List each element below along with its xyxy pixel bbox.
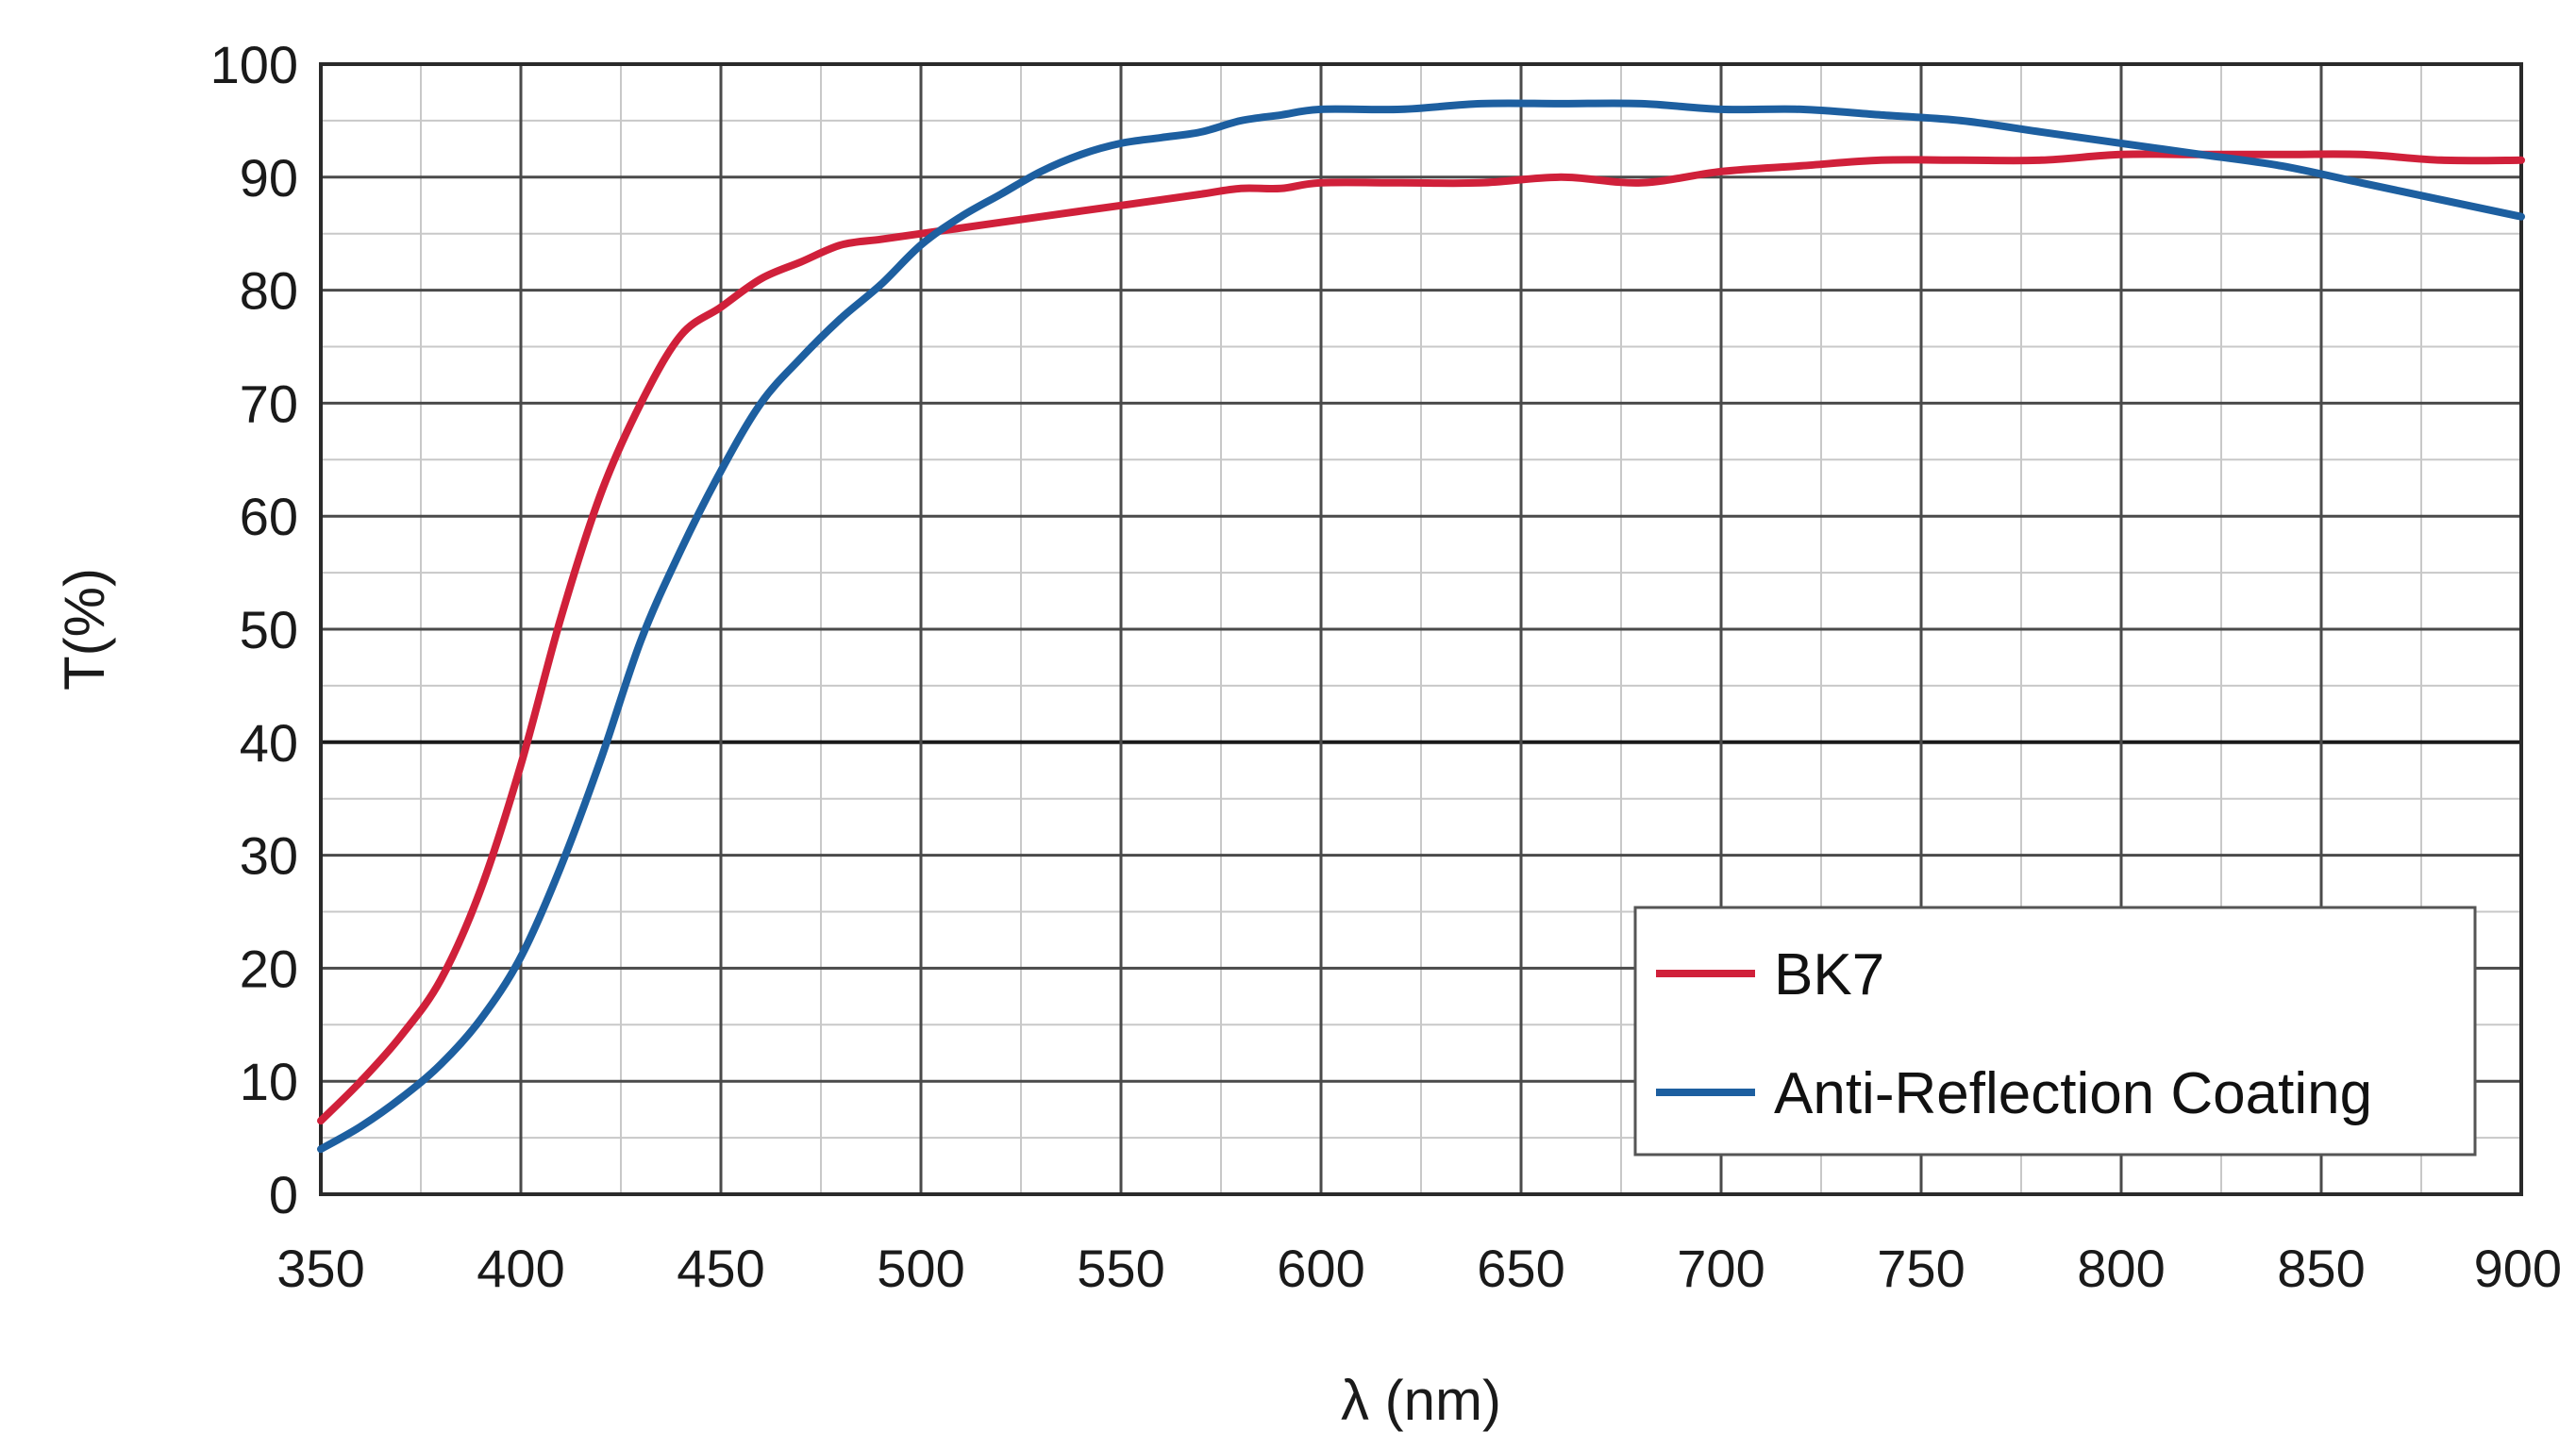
series (317, 99, 2525, 1154)
x-tick-label: 750 (1877, 1239, 1965, 1298)
y-tick-label: 90 (240, 148, 298, 208)
y-tick-label: 20 (240, 939, 298, 998)
x-tick-label: 400 (477, 1239, 564, 1298)
series-line-anti-reflection-coating (317, 99, 2525, 1154)
x-tick-label: 350 (276, 1239, 364, 1298)
y-tick-labels: 0 10 20 30 40 50 60 70 80 90 100 (210, 35, 298, 1224)
legend-box (1633, 906, 2477, 1157)
x-tick-label: 700 (1677, 1239, 1765, 1298)
x-tick-label: 800 (2077, 1239, 2165, 1298)
y-tick-label: 10 (240, 1052, 298, 1111)
y-tick-label: 100 (210, 35, 298, 94)
series-line-bk7 (317, 150, 2525, 1125)
x-tick-label: 450 (677, 1239, 764, 1298)
x-tick-labels: 350 400 450 500 550 600 650 700 750 800 850 900 (276, 1239, 2562, 1298)
x-tick-label: 550 (1077, 1239, 1164, 1298)
x-axis-title: λ (nm) (1341, 1369, 1501, 1432)
x-tick-label: 600 (1277, 1239, 1364, 1298)
x-tick-label: 500 (877, 1239, 964, 1298)
legend-label-bk7: BK7 (1774, 942, 1884, 1007)
y-tick-label: 60 (240, 487, 298, 546)
y-tick-label: 0 (269, 1165, 298, 1224)
x-tick-label: 650 (1477, 1239, 1564, 1298)
x-tick-label: 900 (2474, 1239, 2562, 1298)
legend: BK7 Anti-Reflection Coating (1633, 906, 2477, 1157)
y-tick-label: 40 (240, 713, 298, 773)
x-tick-label: 850 (2277, 1239, 2365, 1298)
plot-frame (319, 62, 2523, 1196)
y-tick-label: 70 (240, 374, 298, 433)
legend-label-anti-reflection: Anti-Reflection Coating (1774, 1061, 2372, 1126)
y-tick-label: 50 (240, 600, 298, 659)
y-tick-label: 80 (240, 261, 298, 321)
y-tick-label: 30 (240, 826, 298, 886)
axes (319, 62, 2523, 1196)
y-axis-title: T(%) (53, 568, 116, 691)
